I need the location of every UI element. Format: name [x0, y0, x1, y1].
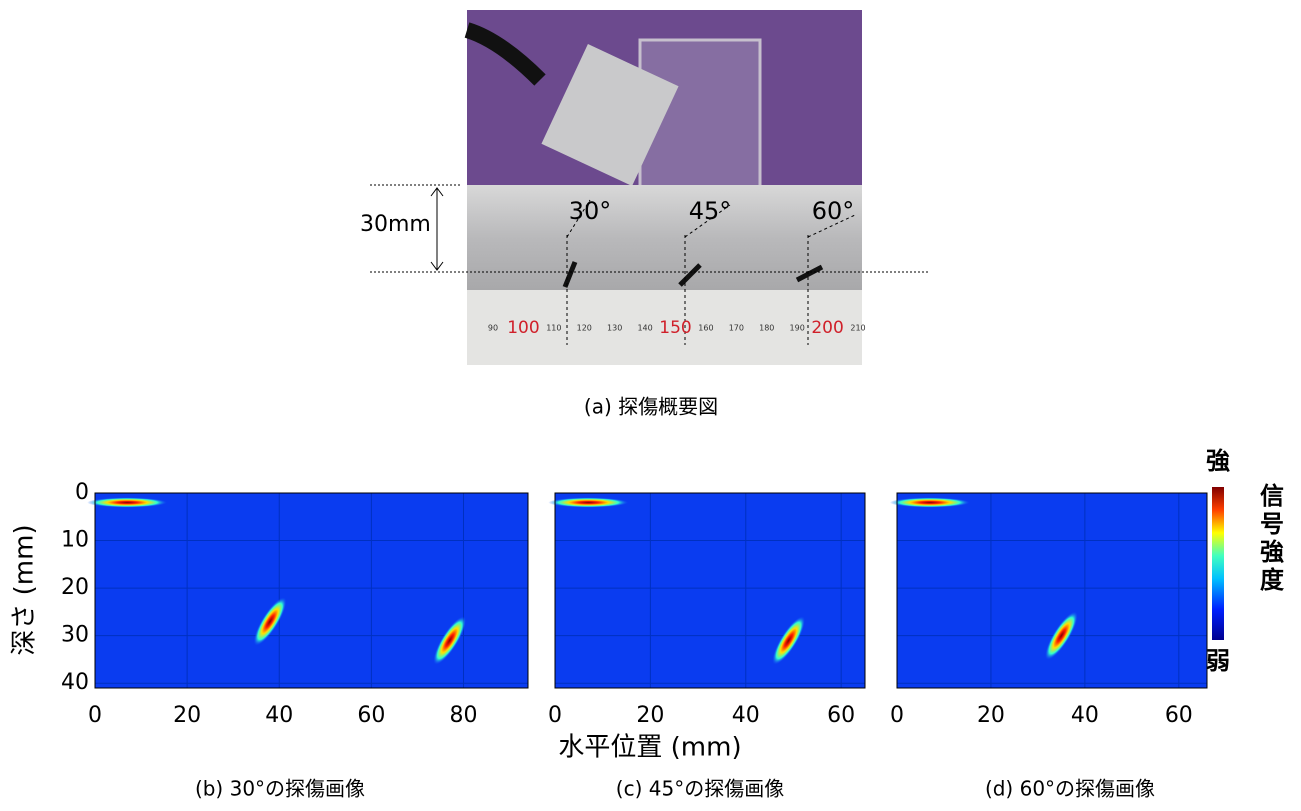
colorbar-title: 信 — [1260, 482, 1284, 510]
x-tick-label: 40 — [1071, 703, 1099, 728]
y-tick-label: 30 — [61, 623, 89, 648]
colorbar — [1212, 487, 1224, 640]
y-tick-label: 20 — [61, 575, 89, 600]
echo — [890, 498, 970, 508]
y-axis-label: 深さ (mm) — [10, 524, 40, 655]
figure: 30mm (a) 探傷概要図 水平位置 (mm) 強 弱 30° 45° 60° 90… — [0, 0, 1301, 807]
angle-label: 60° — [812, 197, 855, 225]
caption: (a) 探傷概要図 — [584, 395, 718, 419]
x-tick-label: 20 — [977, 703, 1005, 728]
ruler-label: 170 — [729, 324, 744, 333]
x-tick-label: 0 — [548, 703, 562, 728]
ruler-label: 210 — [850, 324, 865, 333]
x-tick-label: 60 — [827, 703, 855, 728]
depth-label: 30mm — [360, 212, 431, 237]
panel-caption: (b) 30°の探傷画像 — [195, 777, 365, 801]
heatmap-bg — [555, 493, 865, 688]
echo — [548, 498, 628, 508]
ruler-label: 200 — [811, 318, 843, 338]
colorbar-title: 号 — [1260, 510, 1284, 538]
ruler-label: 180 — [759, 324, 774, 333]
x-tick-label: 20 — [173, 703, 201, 728]
y-tick-label: 10 — [61, 528, 89, 553]
x-tick-label: 60 — [357, 703, 385, 728]
x-tick-label: 0 — [890, 703, 904, 728]
x-axis-label: 水平位置 (mm) — [558, 733, 741, 763]
x-tick-label: 80 — [450, 703, 478, 728]
colorbar-high: 強 — [1206, 447, 1230, 475]
angle-label: 45° — [689, 197, 732, 225]
x-tick-label: 20 — [636, 703, 664, 728]
ruler-label: 110 — [546, 324, 561, 333]
ruler-label: 150 — [659, 318, 691, 338]
x-tick-label: 60 — [1165, 703, 1193, 728]
echo — [87, 498, 167, 508]
x-tick-label: 40 — [265, 703, 293, 728]
x-tick-label: 40 — [732, 703, 760, 728]
ruler-label: 140 — [637, 324, 652, 333]
colorbar-low: 弱 — [1206, 647, 1230, 675]
panel-caption: (d) 60°の探傷画像 — [985, 777, 1155, 801]
ruler-label: 90 — [488, 324, 498, 333]
ruler-label: 160 — [698, 324, 713, 333]
ruler-label: 130 — [607, 324, 622, 333]
ruler-label: 190 — [790, 324, 805, 333]
ruler-label: 120 — [577, 324, 592, 333]
x-tick-label: 0 — [88, 703, 102, 728]
photo: 30mm — [360, 10, 930, 365]
panel-caption: (c) 45°の探傷画像 — [616, 777, 784, 801]
angle-label: 30° — [569, 197, 612, 225]
ruler-label: 100 — [507, 318, 539, 338]
colorbar-title: 強 — [1260, 538, 1284, 566]
y-tick-label: 0 — [75, 480, 89, 505]
heatmap-bg — [897, 493, 1207, 688]
y-tick-label: 40 — [61, 670, 89, 695]
colorbar-title: 度 — [1260, 566, 1285, 594]
